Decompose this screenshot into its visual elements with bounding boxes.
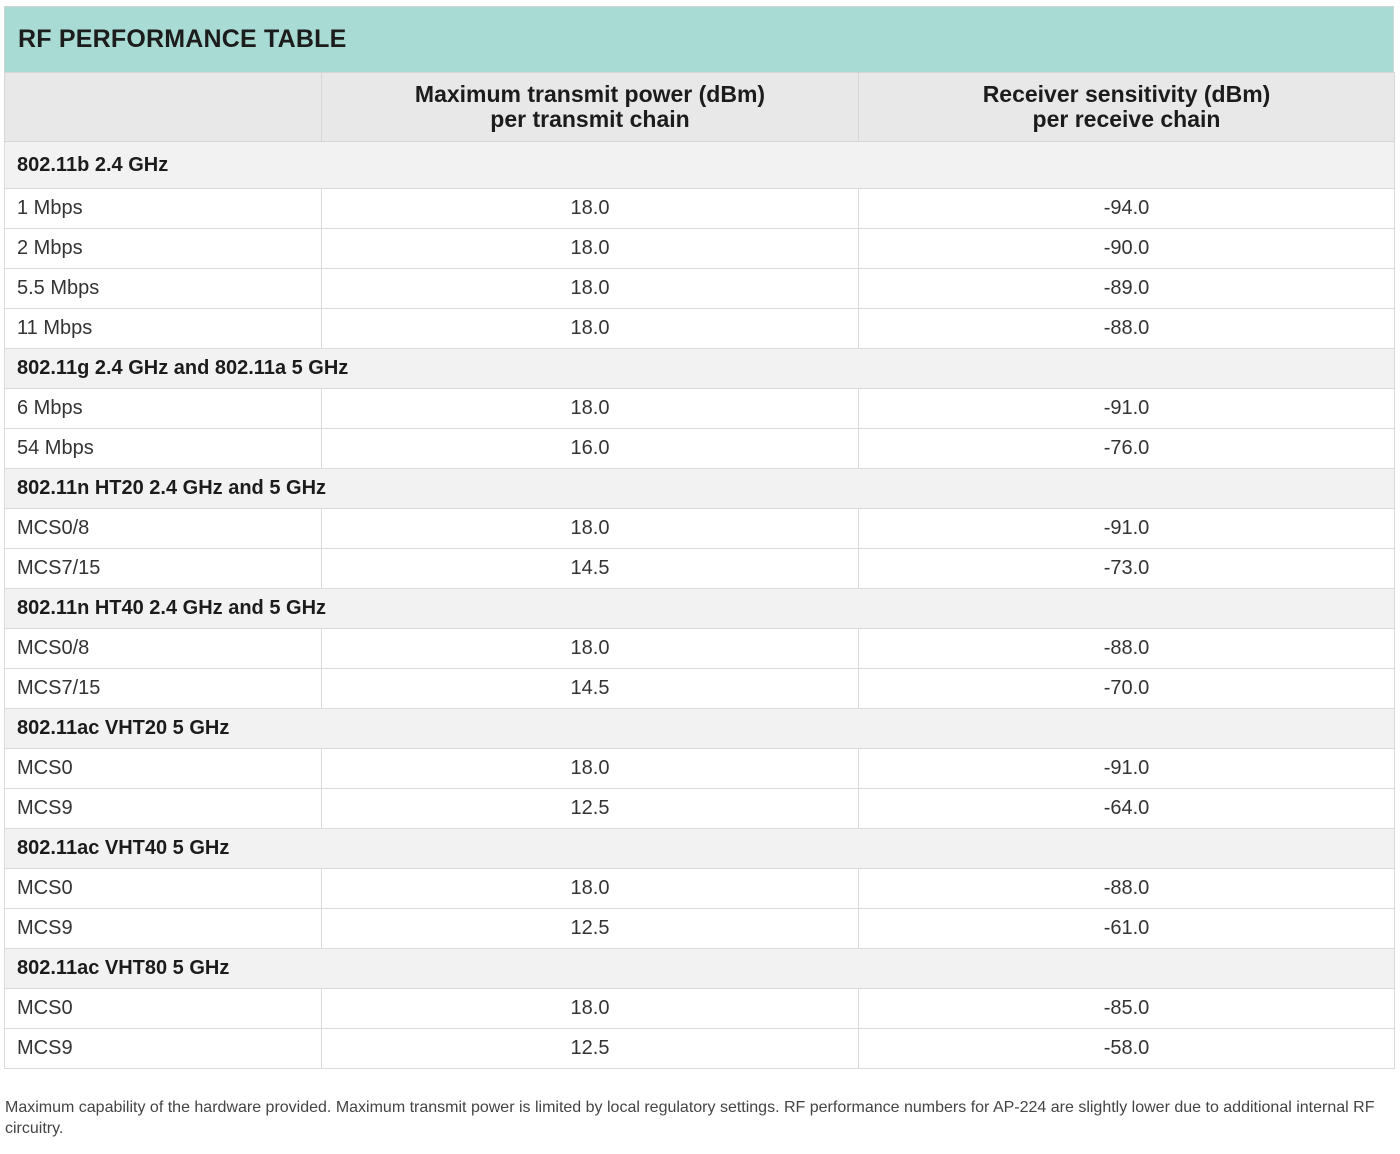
table-row: 11 Mbps 18.0 -88.0: [4, 308, 1395, 349]
rx-sensitivity-cell: -89.0: [858, 268, 1395, 309]
rate-cell: 11 Mbps: [4, 308, 322, 349]
rate-cell: 1 Mbps: [4, 188, 322, 229]
rate-cell: MCS7/15: [4, 548, 322, 589]
table-row: MCS0 18.0 -88.0: [4, 868, 1395, 909]
rate-cell: 5.5 Mbps: [4, 268, 322, 309]
tx-power-cell: 18.0: [321, 188, 859, 229]
header-tx-power: Maximum transmit power (dBm) per transmi…: [321, 72, 859, 142]
rate-cell: MCS9: [4, 788, 322, 829]
tx-power-cell: 18.0: [321, 268, 859, 309]
tx-power-cell: 18.0: [321, 308, 859, 349]
table-title: RF PERFORMANCE TABLE: [4, 6, 1394, 72]
rate-cell: MCS0/8: [4, 628, 322, 669]
rate-cell: MCS0: [4, 868, 322, 909]
rate-cell: MCS9: [4, 1028, 322, 1069]
rf-performance-panel: RF PERFORMANCE TABLE Maximum transmit po…: [4, 6, 1395, 1069]
header-rate: [4, 72, 322, 142]
tx-power-cell: 12.5: [321, 788, 859, 829]
tx-power-cell: 12.5: [321, 908, 859, 949]
tx-power-cell: 18.0: [321, 508, 859, 549]
rx-sensitivity-cell: -88.0: [858, 308, 1395, 349]
rx-sensitivity-cell: -94.0: [858, 188, 1395, 229]
rate-cell: 54 Mbps: [4, 428, 322, 469]
tx-power-cell: 18.0: [321, 228, 859, 269]
rx-sensitivity-cell: -91.0: [858, 508, 1395, 549]
table-row: 54 Mbps 16.0 -76.0: [4, 428, 1395, 469]
rx-sensitivity-cell: -58.0: [858, 1028, 1395, 1069]
table-row: MCS9 12.5 -58.0: [4, 1028, 1395, 1069]
rate-cell: MCS0: [4, 988, 322, 1029]
table-row: 1 Mbps 18.0 -94.0: [4, 188, 1395, 229]
rate-cell: 2 Mbps: [4, 228, 322, 269]
section-row: 802.11ac VHT20 5 GHz: [4, 708, 1395, 749]
header-tx-power-line2: per transmit chain: [490, 106, 690, 132]
table-row: 6 Mbps 18.0 -91.0: [4, 388, 1395, 429]
tx-power-cell: 14.5: [321, 548, 859, 589]
tx-power-cell: 16.0: [321, 428, 859, 469]
rx-sensitivity-cell: -91.0: [858, 748, 1395, 789]
section-row: 802.11ac VHT40 5 GHz: [4, 828, 1395, 869]
footnote: Maximum capability of the hardware provi…: [5, 1099, 1375, 1137]
rate-cell: MCS0: [4, 748, 322, 789]
table-row: MCS7/15 14.5 -73.0: [4, 548, 1395, 589]
section-row: 802.11b 2.4 GHz: [4, 141, 1395, 189]
tx-power-cell: 18.0: [321, 988, 859, 1029]
section-title: 802.11ac VHT20 5 GHz: [4, 708, 1395, 749]
header-rx-sensitivity-line1: Receiver sensitivity (dBm): [982, 81, 1271, 107]
section-title: 802.11n HT40 2.4 GHz and 5 GHz: [4, 588, 1395, 629]
tx-power-cell: 18.0: [321, 748, 859, 789]
table-row: 2 Mbps 18.0 -90.0: [4, 228, 1395, 269]
tx-power-cell: 18.0: [321, 868, 859, 909]
table-row: MCS0 18.0 -91.0: [4, 748, 1395, 789]
section-row: 802.11n HT20 2.4 GHz and 5 GHz: [4, 468, 1395, 509]
section-title: 802.11g 2.4 GHz and 802.11a 5 GHz: [4, 348, 1395, 389]
rate-cell: MCS9: [4, 908, 322, 949]
table-row: MCS0/8 18.0 -91.0: [4, 508, 1395, 549]
rate-cell: 6 Mbps: [4, 388, 322, 429]
rx-sensitivity-cell: -91.0: [858, 388, 1395, 429]
section-title: 802.11n HT20 2.4 GHz and 5 GHz: [4, 468, 1395, 509]
header-rx-sensitivity: Receiver sensitivity (dBm) per receive c…: [858, 72, 1395, 142]
tx-power-cell: 14.5: [321, 668, 859, 709]
rx-sensitivity-cell: -88.0: [858, 868, 1395, 909]
rx-sensitivity-cell: -76.0: [858, 428, 1395, 469]
section-row: 802.11g 2.4 GHz and 802.11a 5 GHz: [4, 348, 1395, 389]
header-row: Maximum transmit power (dBm) per transmi…: [4, 72, 1395, 142]
tx-power-cell: 18.0: [321, 628, 859, 669]
rx-sensitivity-cell: -90.0: [858, 228, 1395, 269]
table-row: MCS9 12.5 -64.0: [4, 788, 1395, 829]
table-row: MCS7/15 14.5 -70.0: [4, 668, 1395, 709]
rx-sensitivity-cell: -73.0: [858, 548, 1395, 589]
section-row: 802.11n HT40 2.4 GHz and 5 GHz: [4, 588, 1395, 629]
header-rx-sensitivity-line2: per receive chain: [1032, 106, 1221, 132]
rate-cell: MCS0/8: [4, 508, 322, 549]
section-title: 802.11ac VHT80 5 GHz: [4, 948, 1395, 989]
rf-performance-table: Maximum transmit power (dBm) per transmi…: [4, 72, 1395, 1069]
rx-sensitivity-cell: -70.0: [858, 668, 1395, 709]
header-tx-power-line1: Maximum transmit power (dBm): [414, 81, 766, 107]
section-title: 802.11ac VHT40 5 GHz: [4, 828, 1395, 869]
rx-sensitivity-cell: -88.0: [858, 628, 1395, 669]
rx-sensitivity-cell: -61.0: [858, 908, 1395, 949]
tx-power-cell: 12.5: [321, 1028, 859, 1069]
rx-sensitivity-cell: -85.0: [858, 988, 1395, 1029]
table-row: MCS0/8 18.0 -88.0: [4, 628, 1395, 669]
table-body: 802.11b 2.4 GHz 1 Mbps 18.0 -94.0 2 Mbps 18.0…: [4, 141, 1395, 1069]
table-row: MCS9 12.5 -61.0: [4, 908, 1395, 949]
table-row: 5.5 Mbps 18.0 -89.0: [4, 268, 1395, 309]
table-row: MCS0 18.0 -85.0: [4, 988, 1395, 1029]
rate-cell: MCS7/15: [4, 668, 322, 709]
tx-power-cell: 18.0: [321, 388, 859, 429]
section-title: 802.11b 2.4 GHz: [4, 141, 1395, 189]
rx-sensitivity-cell: -64.0: [858, 788, 1395, 829]
section-row: 802.11ac VHT80 5 GHz: [4, 948, 1395, 989]
